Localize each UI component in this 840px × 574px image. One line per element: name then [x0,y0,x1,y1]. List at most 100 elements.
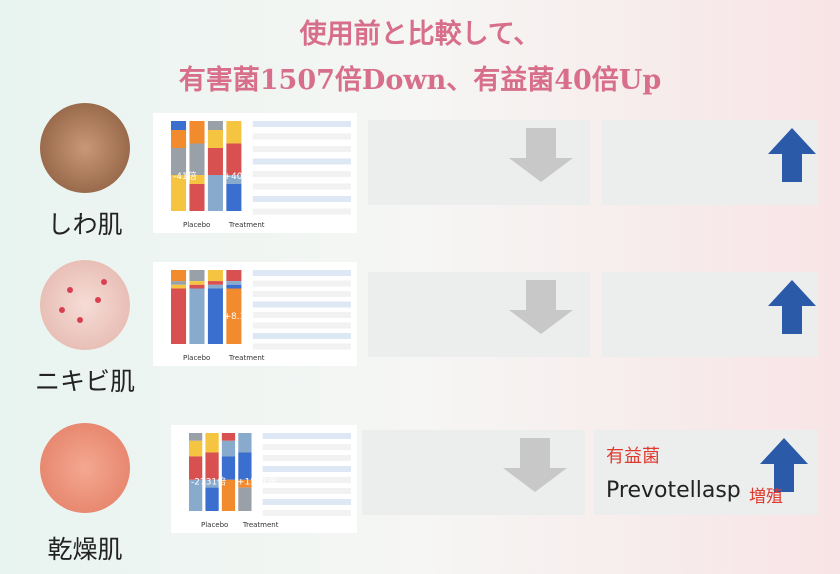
mini-legend [252,208,351,215]
mini-bar [207,281,223,285]
mini-legend [252,196,351,202]
skin-photo [40,423,130,513]
chart-group: Treatment [228,354,265,362]
mini-bar [205,452,219,480]
mini-bar [189,184,205,211]
mini-bar [226,143,242,175]
mini-bar [189,456,203,480]
chart-group: Placebo [183,354,210,362]
mini-legend [252,291,351,297]
mini-legend [252,322,351,329]
mini-legend [252,280,351,287]
chart-group: Treatment [228,221,265,229]
spot [77,317,83,323]
mini-legend [262,444,351,450]
mini-bar [221,479,236,511]
skin-photo [40,103,130,193]
mini-legend [252,343,351,350]
title-line: 使用前と比較して、 [299,19,541,50]
mini-legend [252,121,351,127]
mini-bar [207,270,223,282]
mini-bar [221,433,236,441]
chart-group: Treatment [242,521,279,529]
mini-legend [252,301,351,308]
mini-bar [238,479,252,488]
mini-bar [238,433,252,453]
skin-label: 乾燥肌 [47,535,123,564]
mini-legend [262,455,351,461]
mini-bar [189,270,205,282]
mini-legend [252,183,351,190]
mini-bar [226,281,242,285]
mini-bar [189,479,203,511]
mini-bar [171,288,187,344]
up-arrow [768,128,816,182]
mini-bar [171,270,187,282]
chart-group: Placebo [183,221,210,229]
mini-bar [238,487,252,511]
bacterium: Prevotellasp [606,478,741,503]
mini-bar [226,175,242,184]
skin-label: ニキビ肌 [34,367,135,396]
chart-note: +8.1倍 [223,310,254,322]
mini-bar [171,175,187,211]
mini-legend [262,433,351,439]
mini-bar [207,130,223,148]
mini-bar [189,433,203,441]
heading: 有益菌 [606,446,660,467]
mini-bar [171,130,187,148]
spot [101,279,107,285]
mini-bar [226,288,242,344]
mini-bar [189,121,205,144]
mini-bar [171,281,187,285]
mini-legend [252,158,351,165]
mini-bar [189,143,205,175]
mini-bar [171,284,187,289]
mini-bar [189,175,205,184]
spot [95,297,101,303]
skin-photo [40,260,130,350]
mini-bar [238,452,252,480]
spot [59,307,65,313]
mini-bar [207,175,223,211]
mini-bar [189,284,205,289]
up-arrow [768,280,816,334]
mini-bar [226,284,242,289]
spot [67,287,73,293]
skin-label: しわ肌 [47,210,123,239]
mini-legend [252,171,351,177]
mini-bar [221,440,236,457]
title-line: 有害菌1507倍Down、有益菌40倍Up [178,65,662,96]
mini-bar [171,148,187,175]
mini-bar [189,440,203,457]
mini-legend [252,333,351,339]
mini-bar [207,121,223,130]
mini-bar [207,148,223,175]
down-arrow [503,438,567,492]
mini-bar [205,479,219,488]
mini-bar [221,456,236,480]
mini-bar [189,288,205,344]
mini-bar [171,121,187,130]
chart-note: -2731倍 [191,475,226,487]
mini-bar [226,184,242,211]
down-arrow [509,128,573,182]
mini-bar [205,433,219,453]
mini-bar [226,121,242,144]
up-arrow [760,438,808,492]
mini-legend [252,270,351,276]
mini-bar [207,284,223,289]
mini-legend [262,510,351,516]
mini-legend [252,146,351,152]
mini-bar [189,281,205,285]
chart-group: Placebo [201,521,228,529]
mini-legend [262,466,351,472]
mini-legend [262,499,351,505]
mini-bar [205,487,219,511]
mini-legend [252,312,351,318]
mini-legend [252,133,351,140]
chart-note: +1507倍 [237,475,276,487]
mini-legend [262,488,351,494]
